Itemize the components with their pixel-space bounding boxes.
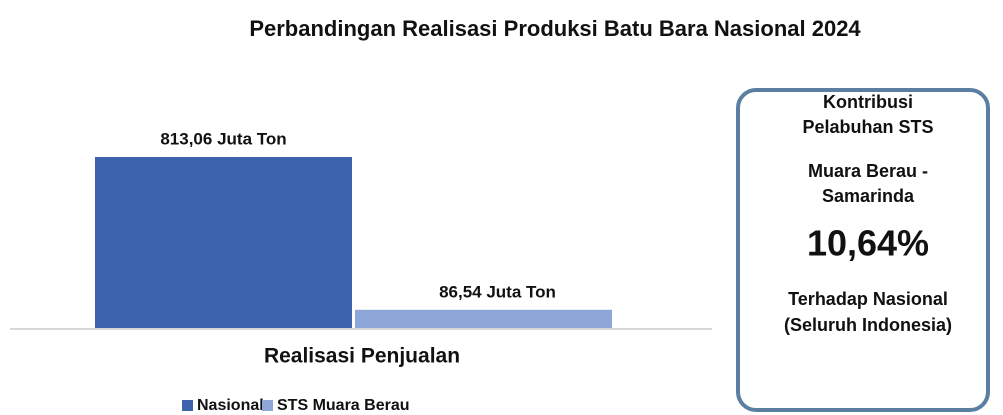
card-heading: Muara Berau - [808,161,928,181]
card-heading: Samarinda [822,186,915,206]
bar [95,157,352,328]
card-highlight: 10,64% [807,223,929,264]
legend-swatch [262,400,273,411]
x-axis-label: Realisasi Penjualan [264,345,460,368]
data-label: 813,06 Juta Ton [160,129,286,148]
card-footer: (Seluruh Indonesia) [784,315,952,335]
legend-label: Nasional [197,397,264,414]
bar [355,309,612,328]
card-heading: Kontribusi [823,92,913,112]
card-heading: Pelabuhan STS [802,117,933,137]
legend-swatch [182,400,193,411]
data-label: 86,54 Juta Ton [439,282,556,301]
card [736,88,990,412]
legend-label: STS Muara Berau [277,397,409,414]
chart-title: Perbandingan Realisasi Produksi Batu Bar… [249,16,861,41]
card-footer: Terhadap Nasional [788,289,948,309]
